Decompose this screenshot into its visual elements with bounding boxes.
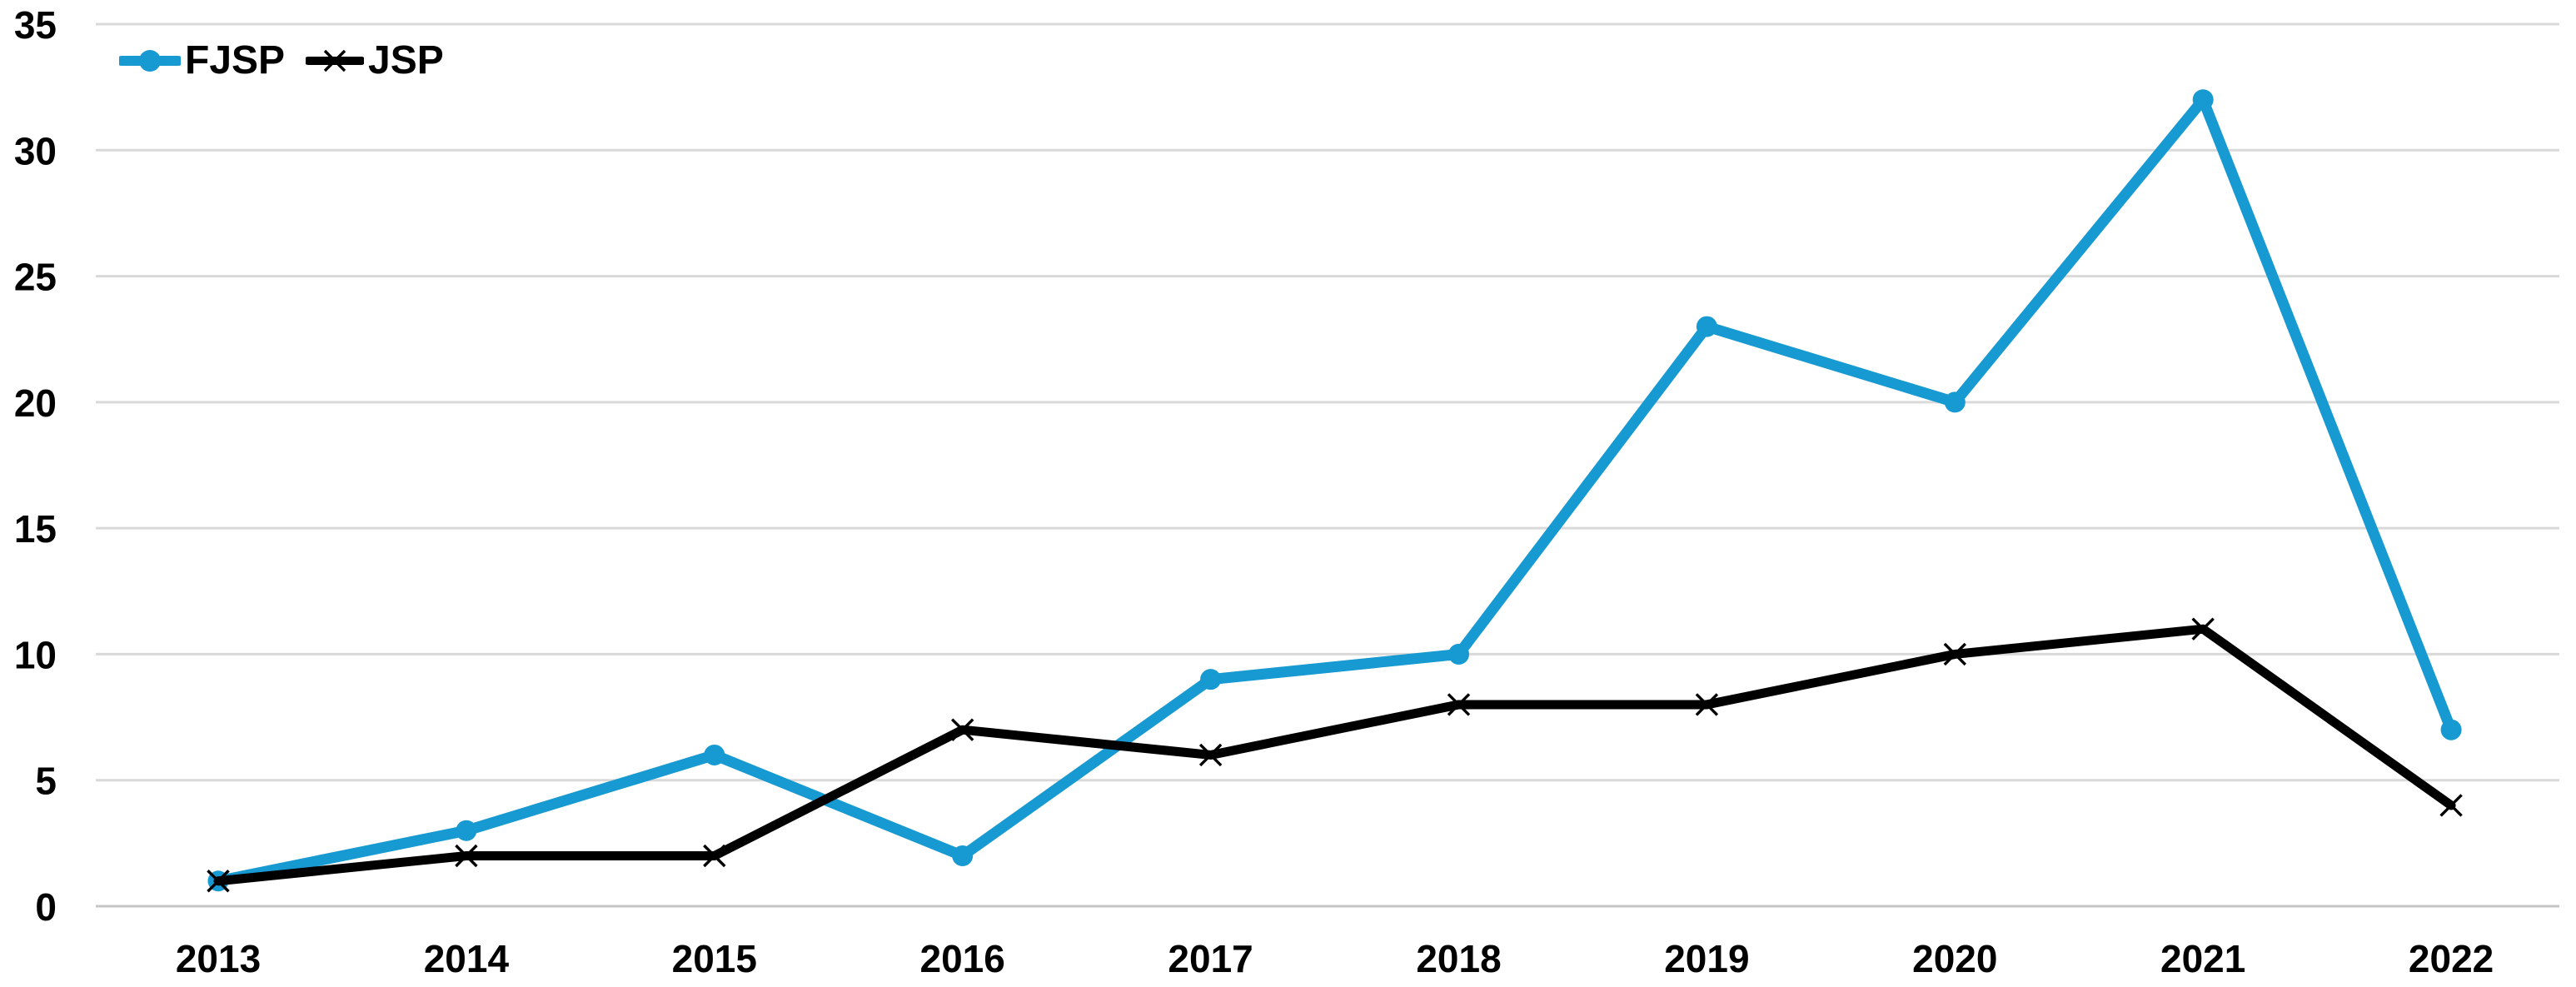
x-tick-label: 2018	[1416, 937, 1501, 980]
legend: FJSP JSP	[119, 39, 444, 82]
fjsp-data-point-marker	[456, 820, 477, 841]
jsp-data-point-marker	[1695, 693, 1719, 716]
jsp-data-point-marker	[2439, 794, 2463, 817]
legend-label-jsp: JSP	[368, 38, 444, 82]
x-tick-label: 2021	[2160, 937, 2245, 980]
y-tick-label: 25	[14, 256, 57, 299]
jsp-data-point-marker	[950, 718, 974, 741]
fjsp-data-point-marker	[1448, 643, 1469, 665]
y-tick-label: 30	[14, 129, 57, 172]
jsp-data-point-marker	[207, 870, 230, 893]
x-tick-label: 2013	[176, 937, 261, 980]
x-tick-label: 2015	[672, 937, 757, 980]
fjsp-data-point-marker	[952, 845, 974, 866]
x-axis-tick-labels: 2013 2014 2015 2016 2017 2018 2019 2020 2021 2022	[176, 937, 2494, 980]
fjsp-series	[207, 89, 2462, 892]
jsp-data-point-marker	[1198, 743, 1223, 767]
jsp-series	[207, 617, 2463, 893]
legend-item-jsp: JSP	[306, 39, 444, 82]
fjsp-data-point-marker	[704, 744, 725, 765]
fjsp-data-point-marker	[1944, 391, 1966, 413]
fjsp-data-point-marker	[2192, 89, 2214, 111]
fjsp-data-point-marker	[2440, 719, 2462, 740]
fjsp-line-circle-marker-icon	[119, 50, 181, 72]
legend-label-fjsp: FJSP	[185, 38, 286, 82]
jsp-data-point-marker	[1943, 642, 1967, 666]
jsp-data-point-marker	[2191, 617, 2215, 641]
y-tick-label: 5	[35, 760, 57, 803]
y-tick-label: 20	[14, 381, 57, 425]
jsp-data-point-marker	[1447, 693, 1471, 716]
x-tick-label: 2017	[1168, 937, 1253, 980]
fjsp-data-point-marker	[1696, 316, 1717, 337]
x-tick-label: 2022	[2409, 937, 2494, 980]
x-tick-label: 2019	[1664, 937, 1749, 980]
jsp-line-x-marker-icon	[306, 49, 365, 72]
jsp-data-point-marker	[455, 844, 478, 868]
y-tick-label: 35	[14, 3, 57, 47]
y-tick-label: 10	[14, 633, 57, 676]
y-tick-label: 0	[35, 885, 57, 929]
jsp-data-point-marker	[703, 844, 726, 868]
jsp-series-line	[213, 624, 2456, 886]
x-tick-label: 2020	[1912, 937, 1997, 980]
fjsp-series-line	[212, 94, 2457, 887]
gridlines	[96, 22, 2559, 908]
x-tick-label: 2014	[424, 937, 510, 980]
fjsp-data-point-marker	[1200, 669, 1222, 690]
y-axis-tick-labels: 0 5 10 15 20 25 30 35	[14, 3, 57, 929]
legend-item-fjsp: FJSP	[119, 39, 285, 82]
x-tick-label: 2016	[920, 937, 1005, 980]
y-tick-label: 15	[14, 507, 57, 551]
